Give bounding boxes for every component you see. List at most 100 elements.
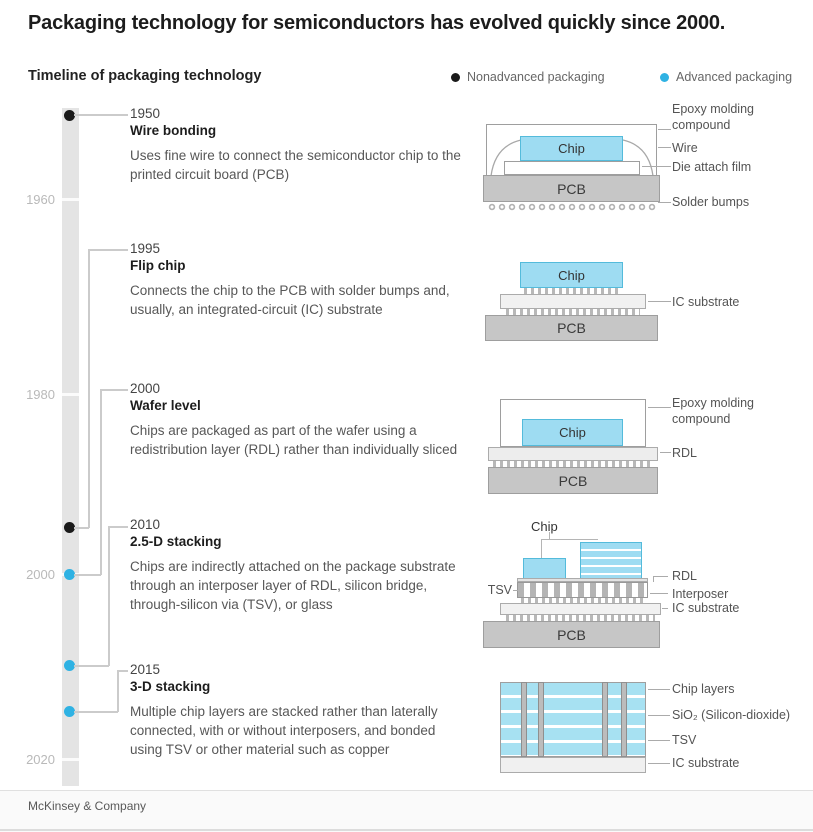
chip-box	[523, 558, 566, 580]
callout-line	[648, 740, 670, 741]
pcb-label: PCB	[557, 320, 586, 336]
ic-substrate-box	[500, 757, 646, 773]
axis-tick-1980	[62, 393, 79, 396]
event-description: Connects the chip to the PCB with solder…	[130, 283, 450, 318]
diagram-label: Epoxy molding compound	[672, 396, 754, 426]
callout-line	[648, 689, 670, 690]
nonadvanced-dot-icon	[451, 72, 460, 82]
legend-label-nonadvanced: Nonadvanced packaging	[467, 70, 605, 84]
chip-box: Chip	[522, 419, 623, 446]
tsv-bar	[521, 682, 527, 757]
callout-line	[648, 301, 671, 302]
timeline-dot-2010	[64, 660, 75, 671]
axis-year-label: 2000	[26, 567, 55, 582]
connector-line	[88, 249, 128, 251]
ic-substrate-box	[500, 603, 661, 615]
solder-bumps-strip	[521, 598, 644, 603]
callout-line	[513, 590, 518, 591]
diagram-label: IC substrate	[672, 601, 740, 615]
connector-line	[74, 711, 118, 713]
callout-line	[653, 576, 654, 582]
event-description: Chips are indirectly attached on the pac…	[130, 559, 456, 613]
footer-bottom-rule	[0, 829, 813, 831]
tsv-bar	[602, 682, 608, 757]
chip-label: Chip	[559, 425, 586, 440]
solder-bumps-strip	[506, 615, 655, 621]
connector-line	[117, 670, 119, 712]
axis-year-label: 1980	[26, 387, 55, 402]
pcb-box: PCB	[488, 467, 658, 494]
callout-line	[648, 715, 670, 716]
event-description: Multiple chip layers are stacked rather …	[130, 704, 438, 758]
chip-bracket-line	[541, 539, 598, 541]
stacked-chip-box	[580, 542, 642, 580]
axis-year-label: 1960	[26, 192, 55, 207]
event-year: 1995	[130, 241, 161, 256]
legend-label-advanced: Advanced packaging	[676, 70, 793, 84]
pcb-label: PCB	[558, 472, 588, 489]
tsv-bar	[538, 682, 544, 757]
diagram-label: Die attach film	[672, 160, 752, 174]
event-year: 2015	[130, 662, 161, 677]
footer-strip	[0, 791, 813, 832]
connector-line	[117, 670, 128, 672]
event-3d-stacking: 2015 3-D stacking Multiple chip layers a…	[130, 662, 462, 759]
callout-line	[648, 763, 670, 764]
legend-item-nonadvanced: Nonadvanced packaging	[451, 70, 605, 84]
event-description: Uses fine wire to connect the semiconduc…	[130, 148, 461, 183]
advanced-dot-icon	[660, 72, 669, 82]
timeline-axis-bar	[62, 108, 79, 786]
event-year: 2000	[130, 381, 161, 396]
bond-wires-icon	[490, 139, 654, 177]
event-description: Chips are packaged as part of the wafer …	[130, 423, 458, 458]
connector-line	[74, 574, 101, 576]
chip-label: Chip	[558, 267, 585, 283]
rdl-layer-box	[488, 447, 658, 461]
callout-line	[653, 576, 668, 577]
diagram-label: Epoxy molding compound	[672, 102, 754, 132]
diagram-label: Solder bumps	[672, 195, 750, 209]
chip-box: Chip	[520, 262, 623, 288]
connector-line	[108, 526, 110, 666]
callout-line	[648, 407, 671, 408]
callout-line	[662, 608, 668, 609]
pcb-box: PCB	[485, 315, 658, 341]
diagram-label: SiO₂ (Silicon-dioxide)	[672, 708, 791, 722]
diagram-label: Chip layers	[672, 682, 735, 696]
solder-bumps-strip	[487, 203, 656, 212]
connector-line	[74, 114, 128, 116]
pcb-label: PCB	[557, 180, 586, 197]
event-25d-stacking: 2010 2.5-D stacking Chips are indirectly…	[130, 517, 462, 614]
footer-divider	[0, 790, 813, 791]
event-name: Wafer level	[130, 398, 201, 413]
solder-bumps-strip	[524, 288, 620, 294]
event-wafer-level: 2000 Wafer level Chips are packaged as p…	[130, 381, 462, 459]
legend-item-advanced: Advanced packaging	[660, 70, 792, 84]
callout-line	[650, 593, 668, 594]
tsv-bar	[621, 682, 627, 757]
diagram-label: RDL	[672, 569, 698, 583]
callout-line	[658, 147, 671, 148]
solder-bumps-strip	[506, 309, 640, 315]
event-name: 2.5-D stacking	[130, 534, 222, 549]
diagram-label: TSV	[672, 733, 697, 747]
chip-label: Chip	[558, 141, 585, 156]
section-title: Timeline of packaging technology	[28, 68, 262, 84]
diagram-label: RDL	[672, 446, 698, 460]
timeline-dot-1950	[64, 110, 75, 121]
chip-bracket-line	[541, 539, 543, 558]
chip-bracket-line	[549, 532, 551, 539]
axis-year-label: 2020	[26, 752, 55, 767]
event-year: 2010	[130, 517, 161, 532]
connector-line	[100, 389, 102, 575]
timeline-dot-1995	[64, 522, 75, 533]
connector-line	[108, 526, 128, 528]
solder-bumps-strip	[493, 461, 653, 467]
event-wire-bonding: 1950 Wire bonding Uses fine wire to conn…	[130, 106, 462, 184]
event-name: Flip chip	[130, 258, 186, 273]
callout-line	[642, 166, 671, 167]
event-year: 1950	[130, 106, 161, 121]
chip-callout-label: Chip	[531, 519, 558, 534]
event-name: 3-D stacking	[130, 679, 211, 694]
